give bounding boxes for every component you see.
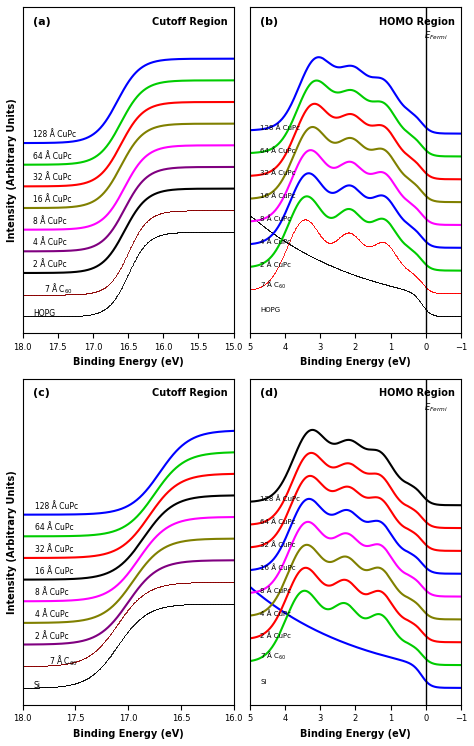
- Text: 64 Å CuPc: 64 Å CuPc: [260, 147, 296, 154]
- Text: 16 Å CuPc: 16 Å CuPc: [260, 564, 296, 571]
- Text: HOPG: HOPG: [260, 307, 281, 313]
- Text: 64 Å CuPc: 64 Å CuPc: [33, 151, 72, 161]
- Text: Cutoff Region: Cutoff Region: [152, 389, 228, 398]
- Text: 7 Å C$_{60}$: 7 Å C$_{60}$: [49, 653, 78, 668]
- Text: 4 Å CuPc: 4 Å CuPc: [260, 238, 292, 245]
- Text: 128 Å CuPc: 128 Å CuPc: [33, 130, 76, 139]
- X-axis label: Binding Energy (eV): Binding Energy (eV): [300, 357, 410, 368]
- Text: 8 Å CuPc: 8 Å CuPc: [33, 217, 67, 226]
- Text: 8 Å CuPc: 8 Å CuPc: [260, 587, 292, 594]
- Text: 8 Å CuPc: 8 Å CuPc: [35, 589, 69, 598]
- Text: 2 Å CuPc: 2 Å CuPc: [33, 260, 67, 269]
- Text: 16 Å CuPc: 16 Å CuPc: [260, 192, 296, 199]
- Text: 16 Å CuPc: 16 Å CuPc: [35, 567, 73, 576]
- Text: (d): (d): [260, 389, 278, 398]
- Text: 7 Å C$_{60}$: 7 Å C$_{60}$: [260, 650, 287, 662]
- Text: 7 Å C$_{60}$: 7 Å C$_{60}$: [44, 282, 73, 296]
- Text: 8 Å CuPc: 8 Å CuPc: [260, 216, 292, 222]
- X-axis label: Binding Energy (eV): Binding Energy (eV): [73, 729, 183, 739]
- Text: 4 Å CuPc: 4 Å CuPc: [260, 610, 292, 617]
- Text: 128 Å CuPc: 128 Å CuPc: [260, 495, 301, 502]
- Text: 32 Å CuPc: 32 Å CuPc: [35, 545, 73, 554]
- Y-axis label: Intensity (Arbitrary Units): Intensity (Arbitrary Units): [7, 98, 17, 242]
- Text: 64 Å CuPc: 64 Å CuPc: [260, 518, 296, 525]
- Text: HOPG: HOPG: [33, 309, 55, 318]
- Text: 32 Å CuPc: 32 Å CuPc: [260, 542, 296, 548]
- Text: HOMO Region: HOMO Region: [379, 389, 455, 398]
- Text: 2 Å CuPc: 2 Å CuPc: [260, 261, 292, 268]
- Text: E$_{Fermi}$: E$_{Fermi}$: [424, 401, 447, 414]
- Text: 4 Å CuPc: 4 Å CuPc: [33, 239, 67, 248]
- X-axis label: Binding Energy (eV): Binding Energy (eV): [300, 729, 410, 739]
- Text: Si: Si: [260, 679, 267, 685]
- Text: 7 Å C$_{60}$: 7 Å C$_{60}$: [260, 278, 287, 291]
- Text: 32 Å CuPc: 32 Å CuPc: [33, 173, 72, 183]
- Text: 64 Å CuPc: 64 Å CuPc: [35, 524, 74, 533]
- Text: Si: Si: [33, 680, 40, 689]
- Text: (c): (c): [33, 389, 50, 398]
- Text: (b): (b): [260, 16, 278, 27]
- Text: 2 Å CuPc: 2 Å CuPc: [35, 632, 69, 641]
- Text: Cutoff Region: Cutoff Region: [152, 16, 228, 27]
- X-axis label: Binding Energy (eV): Binding Energy (eV): [73, 357, 183, 368]
- Text: (a): (a): [33, 16, 51, 27]
- Text: 128 Å CuPc: 128 Å CuPc: [35, 502, 78, 511]
- Text: 2 Å CuPc: 2 Å CuPc: [260, 633, 292, 639]
- Text: 128 Å CuPc: 128 Å CuPc: [260, 124, 301, 131]
- Text: 16 Å CuPc: 16 Å CuPc: [33, 195, 72, 204]
- Text: 4 Å CuPc: 4 Å CuPc: [35, 610, 69, 619]
- Text: HOMO Region: HOMO Region: [379, 16, 455, 27]
- Text: 32 Å CuPc: 32 Å CuPc: [260, 170, 296, 177]
- Y-axis label: Intensity (Arbitrary Units): Intensity (Arbitrary Units): [7, 470, 17, 613]
- Text: E$_{Fermi}$: E$_{Fermi}$: [424, 30, 447, 43]
